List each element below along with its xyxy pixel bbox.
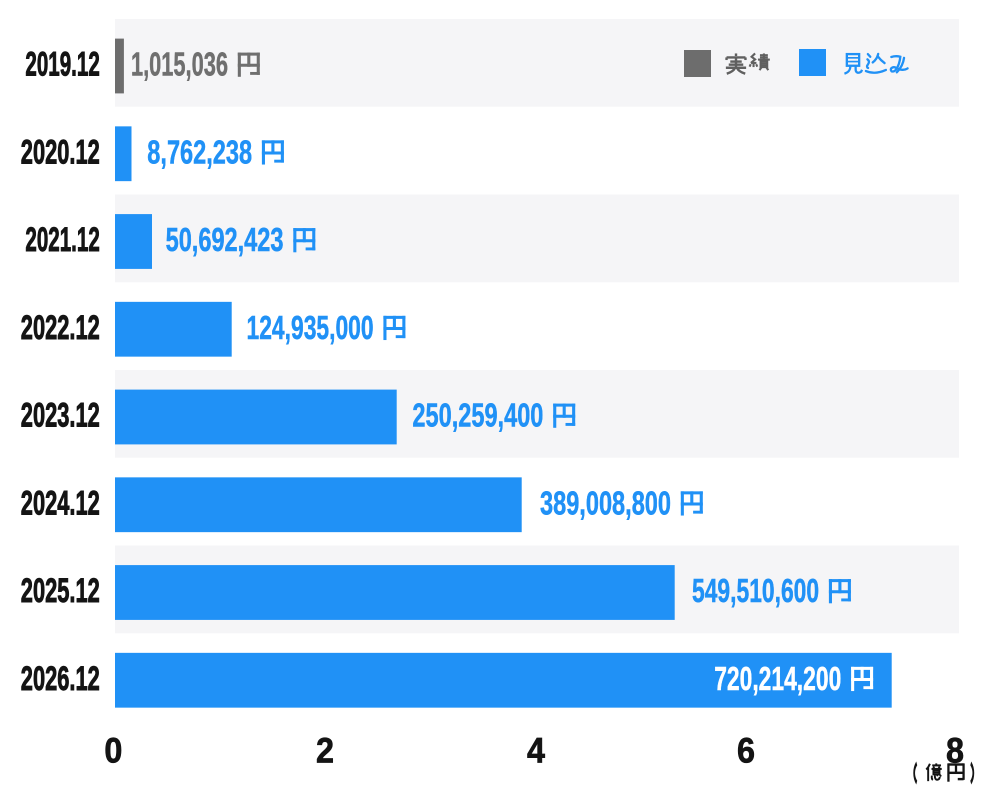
svg-text:389,008,800: 389,008,800	[540, 484, 671, 521]
svg-text:2: 2	[316, 732, 334, 771]
svg-text:1,015,036: 1,015,036	[131, 46, 228, 83]
svg-text:4: 4	[527, 732, 545, 771]
svg-text:250,259,400: 250,259,400	[412, 397, 543, 434]
svg-text:2025.12: 2025.12	[21, 572, 100, 610]
svg-text:124,935,000: 124,935,000	[247, 309, 374, 346]
svg-text:2019.12: 2019.12	[25, 46, 99, 84]
svg-text:2020.12: 2020.12	[21, 133, 100, 171]
svg-text:0: 0	[104, 732, 122, 771]
svg-text:6: 6	[737, 732, 755, 771]
svg-text:50,692,423: 50,692,423	[166, 221, 284, 258]
svg-text:2021.12: 2021.12	[25, 221, 99, 259]
svg-text:2022.12: 2022.12	[21, 309, 100, 347]
svg-text:720,214,200: 720,214,200	[714, 660, 841, 697]
svg-text:8: 8	[946, 732, 964, 771]
svg-text:2023.12: 2023.12	[21, 397, 100, 435]
svg-text:2024.12: 2024.12	[21, 484, 100, 522]
svg-text:8,762,238: 8,762,238	[147, 133, 252, 170]
svg-text:2026.12: 2026.12	[21, 660, 100, 698]
svg-text:549,510,600: 549,510,600	[692, 572, 819, 609]
